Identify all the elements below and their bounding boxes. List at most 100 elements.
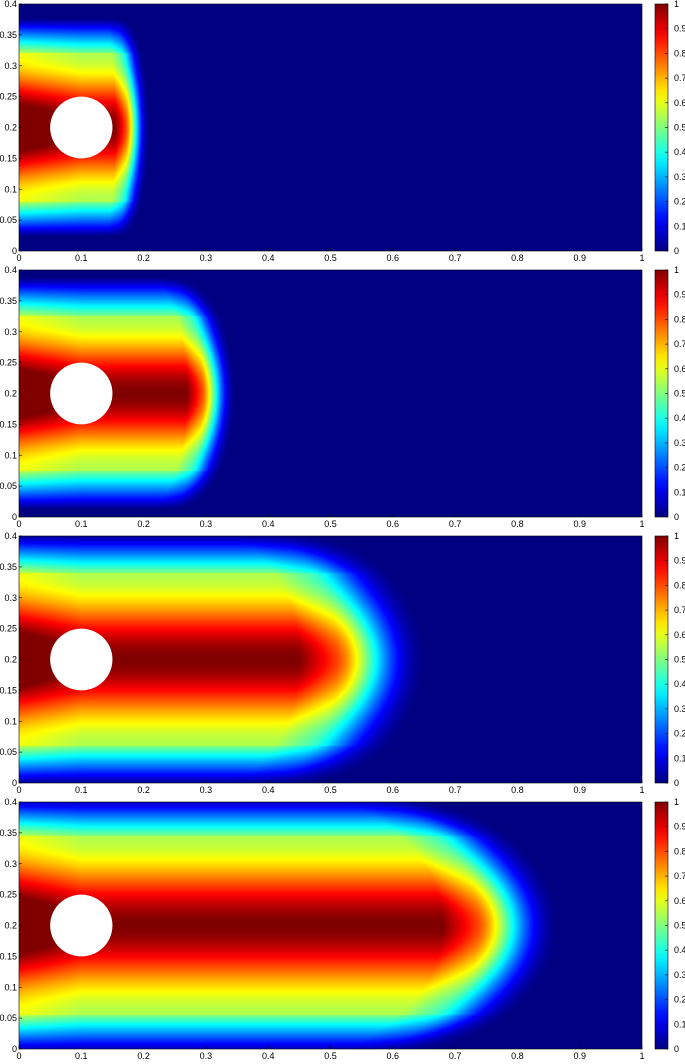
colorbar-tick-label: 0.1: [674, 487, 685, 497]
heatmap-panel-3: 0 0.1 0.2 0.3 0.4 0.5 0.6 0.7 0.8 0.9 1 0 0.05 0.1 0.1…: [0, 532, 685, 798]
y-tick-label: 0.1: [4, 450, 17, 460]
y-tick-label: 0.2: [4, 655, 17, 665]
obstacle-circle: [50, 362, 113, 425]
x-tick-label: 0.2: [137, 1051, 150, 1061]
colorbar-tick-label: 0.8: [674, 48, 685, 58]
colorbar-tick-label: 0.2: [674, 729, 685, 739]
field-raster: [19, 4, 642, 251]
field-raster: [19, 270, 642, 517]
x-tick-label: 0: [16, 785, 21, 795]
y-tick-label: 0.3: [4, 593, 17, 603]
y-tick-label: 0.05: [0, 215, 17, 225]
y-tick-label: 0.05: [0, 481, 17, 491]
x-tick-label: 0.7: [449, 785, 462, 795]
colorbar-tick-label: 0.3: [674, 704, 685, 714]
colorbar-tick-label: 1: [674, 0, 679, 9]
y-tick-label: 0.2: [4, 921, 17, 931]
y-tick-label: 0.05: [0, 1013, 17, 1023]
colorbar-tick-label: 1: [674, 532, 679, 541]
colorbar-tick-label: 0.2: [674, 197, 685, 207]
x-tick-label: 0.7: [449, 253, 462, 263]
colorbar-tick-label: 0.1: [674, 221, 685, 231]
x-tick-label: 0.1: [75, 253, 88, 263]
obstacle-circle: [50, 628, 113, 691]
y-tick-label: 0.35: [0, 828, 17, 838]
colorbar-tick-label: 0.4: [674, 679, 685, 689]
colorbar-tick-label: 0.5: [674, 123, 685, 133]
colorbar-tick-label: 0: [674, 246, 679, 256]
y-tick-label: 0.25: [0, 624, 17, 634]
x-tick-label: 0.3: [200, 1051, 213, 1061]
heatmap-panel-1: 0 0.1 0.2 0.3 0.4 0.5 0.6 0.7 0.8 0.9 1 0 0.05 0.1 0.1…: [0, 0, 685, 266]
colorbar-tick-label: 0.9: [674, 556, 685, 566]
y-tick-label: 0.2: [4, 389, 17, 399]
x-tick-label: 0.9: [573, 785, 586, 795]
colorbar-tick-label: 1: [674, 798, 679, 807]
x-tick-label: 0: [16, 253, 21, 263]
obstacle-circle: [50, 96, 113, 159]
x-tick-label: 0.3: [200, 519, 213, 529]
x-tick-label: 0.4: [262, 253, 275, 263]
x-tick-label: 1: [639, 785, 644, 795]
colorbar-tick-label: 0: [674, 778, 679, 788]
x-tick-label: 0.8: [511, 1051, 524, 1061]
colorbar-tick-label: 0.8: [674, 580, 685, 590]
colorbar-tick-label: 0.6: [674, 896, 685, 906]
y-tick-label: 0.05: [0, 747, 17, 757]
colorbar-tick-label: 0.5: [674, 655, 685, 665]
colorbar-tick-label: 0.1: [674, 753, 685, 763]
colorbar-tick-label: 0: [674, 1044, 679, 1054]
x-tick-label: 0.5: [324, 519, 337, 529]
colorbar-tick-label: 0.1: [674, 1019, 685, 1029]
heatmap-panel-4: 0 0.1 0.2 0.3 0.4 0.5 0.6 0.7 0.8 0.9 1 0 0.05 0.1 0.1…: [0, 798, 685, 1064]
colorbar-tick-label: 0.6: [674, 98, 685, 108]
colorbar-tick-label: 0.7: [674, 339, 685, 349]
y-tick-label: 0.4: [4, 266, 17, 275]
y-tick-label: 0.1: [4, 716, 17, 726]
x-tick-label: 0.4: [262, 785, 275, 795]
y-tick-label: 0.15: [0, 685, 17, 695]
colorbar-tick-label: 0.4: [674, 413, 685, 423]
y-tick-label: 0.4: [4, 798, 17, 807]
obstacle-circle: [50, 894, 113, 957]
x-tick-label: 0.2: [137, 519, 150, 529]
x-tick-label: 0.2: [137, 785, 150, 795]
colorbar-tick-label: 0.8: [674, 846, 685, 856]
x-tick-label: 0.1: [75, 1051, 88, 1061]
x-tick-label: 0.3: [200, 785, 213, 795]
x-tick-label: 0.9: [573, 1051, 586, 1061]
y-tick-label: 0.1: [4, 982, 17, 992]
y-tick-label: 0.4: [4, 532, 17, 541]
colorbar-tick-label: 0.6: [674, 630, 685, 640]
colorbar-tick-label: 0.9: [674, 822, 685, 832]
y-tick-label: 0.25: [0, 92, 17, 102]
colorbar-tick-label: 0.7: [674, 73, 685, 83]
heatmap-svg: 0 0.1 0.2 0.3 0.4 0.5 0.6 0.7 0.8 0.9 1 0 0.05 0.1 0.1…: [0, 798, 685, 1061]
colorbar-tick-label: 0.7: [674, 605, 685, 615]
field-raster: [19, 536, 642, 783]
x-tick-label: 0.5: [324, 785, 337, 795]
x-tick-label: 0.9: [573, 253, 586, 263]
x-tick-label: 0.6: [387, 253, 400, 263]
x-tick-label: 0.3: [200, 253, 213, 263]
y-tick-label: 0.3: [4, 327, 17, 337]
y-tick-label: 0: [12, 512, 17, 522]
colorbar-tick-label: 0.4: [674, 945, 685, 955]
y-tick-label: 0.15: [0, 419, 17, 429]
x-tick-label: 0.6: [387, 785, 400, 795]
x-tick-label: 0.1: [75, 519, 88, 529]
x-tick-label: 1: [639, 519, 644, 529]
x-tick-label: 0: [16, 1051, 21, 1061]
field-raster: [19, 802, 642, 1049]
y-tick-label: 0: [12, 778, 17, 788]
y-tick-label: 0.35: [0, 30, 17, 40]
x-tick-label: 0.8: [511, 253, 524, 263]
colorbar-tick-label: 0.3: [674, 438, 685, 448]
colorbar-tick-label: 0.2: [674, 995, 685, 1005]
colorbar-tick-label: 0.9: [674, 24, 685, 34]
y-tick-label: 0.15: [0, 153, 17, 163]
y-tick-label: 0: [12, 1044, 17, 1054]
colorbar-tick-label: 0: [674, 512, 679, 522]
x-tick-label: 0.1: [75, 785, 88, 795]
